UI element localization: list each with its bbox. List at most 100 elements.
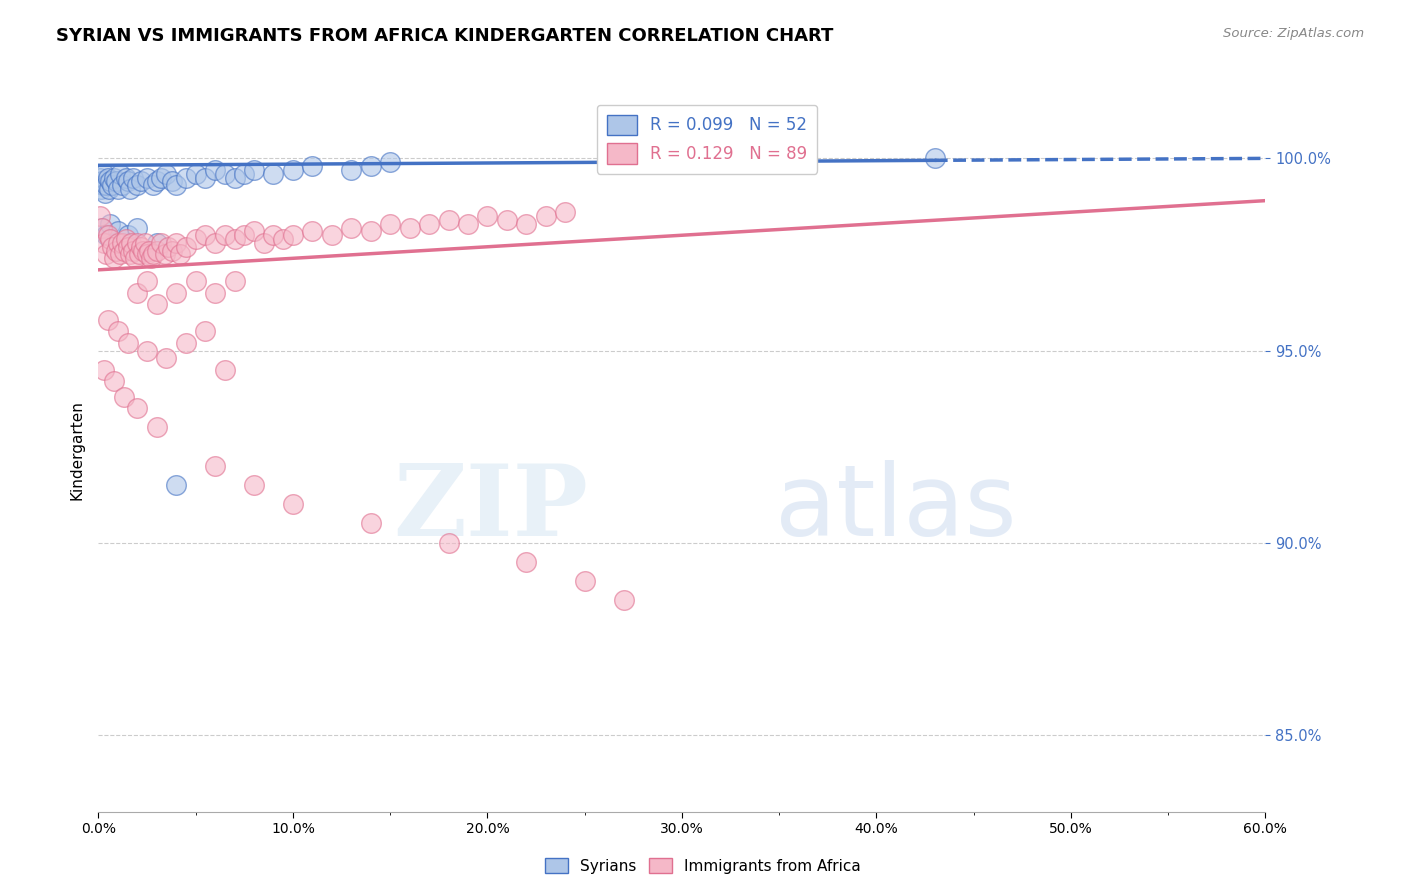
- Point: [90, 182, 112, 196]
- Text: Source: ZipAtlas.com: Source: ZipAtlas.com: [1223, 27, 1364, 40]
- Point: [281, 162, 304, 177]
- Point: [108, 247, 131, 261]
- Point: [124, 252, 146, 266]
- Point: [301, 224, 323, 238]
- Legend: R = 0.099   N = 52, R = 0.129   N = 89: R = 0.099 N = 52, R = 0.129 N = 89: [598, 104, 817, 174]
- Point: [91, 178, 114, 193]
- Point: [162, 174, 184, 188]
- Point: [174, 335, 197, 350]
- Point: [281, 228, 304, 243]
- Point: [107, 324, 129, 338]
- Point: [398, 220, 420, 235]
- Point: [96, 178, 118, 193]
- Point: [139, 252, 162, 266]
- Point: [253, 235, 276, 250]
- Point: [104, 244, 127, 258]
- Point: [136, 274, 159, 288]
- Point: [107, 235, 129, 250]
- Point: [98, 217, 121, 231]
- Point: [107, 182, 129, 196]
- Point: [554, 205, 576, 219]
- Point: [165, 478, 187, 492]
- Point: [184, 232, 207, 246]
- Point: [214, 228, 236, 243]
- Point: [204, 458, 226, 473]
- Point: [111, 178, 134, 193]
- Point: [360, 159, 382, 173]
- Point: [243, 162, 266, 177]
- Point: [122, 170, 145, 185]
- Point: [174, 170, 197, 185]
- Point: [142, 247, 165, 261]
- Point: [146, 174, 169, 188]
- Point: [262, 167, 284, 181]
- Point: [118, 182, 141, 196]
- Point: [103, 374, 125, 388]
- Point: [574, 574, 596, 588]
- Point: [136, 247, 159, 261]
- Point: [515, 555, 537, 569]
- Point: [111, 235, 134, 250]
- Point: [233, 167, 256, 181]
- Point: [165, 235, 187, 250]
- Point: [418, 217, 440, 231]
- Point: [224, 274, 246, 288]
- Point: [360, 224, 382, 238]
- Point: [165, 285, 187, 300]
- Point: [91, 174, 114, 188]
- Point: [340, 162, 363, 177]
- Point: [114, 232, 136, 246]
- Point: [174, 240, 197, 254]
- Point: [117, 335, 139, 350]
- Point: [146, 235, 169, 250]
- Point: [612, 593, 634, 607]
- Point: [89, 209, 111, 223]
- Point: [98, 182, 121, 196]
- Point: [153, 247, 176, 261]
- Point: [127, 401, 149, 416]
- Point: [136, 343, 159, 358]
- Point: [96, 228, 118, 243]
- Point: [169, 247, 191, 261]
- Point: [194, 228, 217, 243]
- Point: [136, 170, 159, 185]
- Point: [301, 159, 323, 173]
- Point: [477, 209, 499, 223]
- Point: [155, 167, 177, 181]
- Point: [93, 235, 115, 250]
- Point: [98, 174, 121, 188]
- Point: [128, 247, 150, 261]
- Point: [496, 212, 519, 227]
- Point: [214, 167, 236, 181]
- Point: [142, 178, 165, 193]
- Point: [149, 170, 172, 185]
- Point: [127, 178, 149, 193]
- Point: [233, 228, 256, 243]
- Point: [134, 235, 156, 250]
- Point: [129, 174, 152, 188]
- Point: [224, 170, 246, 185]
- Point: [117, 174, 139, 188]
- Point: [127, 235, 149, 250]
- Point: [194, 324, 217, 338]
- Point: [157, 240, 180, 254]
- Point: [91, 220, 114, 235]
- Point: [93, 167, 115, 181]
- Point: [98, 232, 121, 246]
- Point: [271, 232, 294, 246]
- Point: [112, 244, 135, 258]
- Point: [138, 244, 160, 258]
- Point: [104, 174, 127, 188]
- Point: [243, 478, 266, 492]
- Point: [127, 220, 149, 235]
- Text: atlas: atlas: [775, 459, 1017, 557]
- Point: [107, 224, 129, 238]
- Point: [262, 228, 284, 243]
- Point: [149, 235, 172, 250]
- Point: [108, 167, 131, 181]
- Point: [91, 220, 114, 235]
- Point: [437, 535, 460, 549]
- Point: [340, 220, 363, 235]
- Point: [243, 224, 266, 238]
- Point: [380, 155, 402, 169]
